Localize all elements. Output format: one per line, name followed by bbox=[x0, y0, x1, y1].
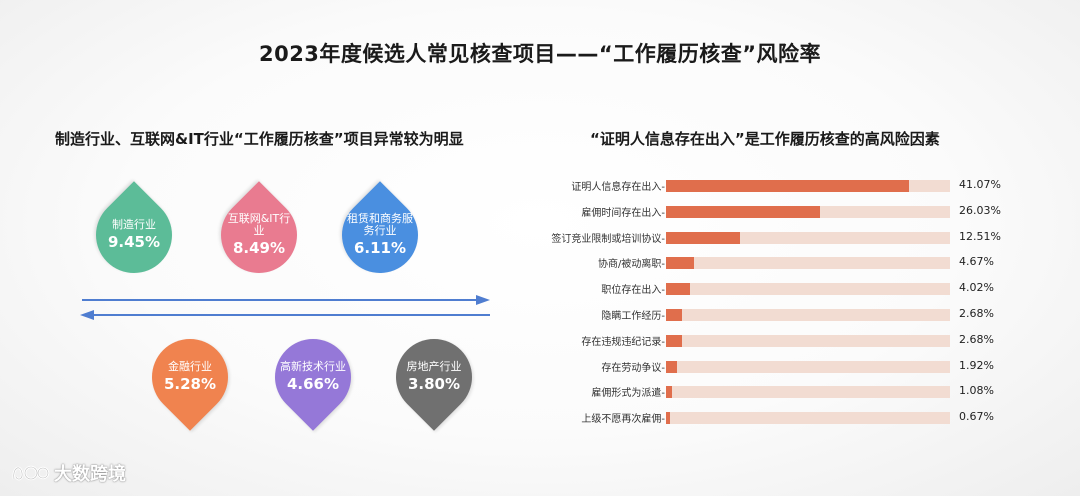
bar-track bbox=[666, 412, 950, 425]
value-label: 1.08% bbox=[959, 384, 994, 398]
industry-label: 房地产行业 bbox=[406, 360, 462, 374]
bar-row: 雇佣形式为派遣- 1.08% bbox=[540, 384, 1070, 400]
bar bbox=[666, 180, 909, 192]
value-label: 41.07% bbox=[959, 178, 1001, 191]
risk-factor-bar-chart: 证明人信息存在出入- 41.07% 雇佣时间存在出入- 26.03% 签订竞业限制或培训… bbox=[540, 178, 1070, 440]
bar-track bbox=[666, 334, 950, 347]
bar-row: 证明人信息存在出入- 41.07% bbox=[540, 178, 1070, 194]
bar-row: 协商/被动离职- 4.67% bbox=[540, 255, 1070, 271]
bar bbox=[666, 412, 670, 425]
category-label: 雇佣时间存在出入- bbox=[581, 207, 665, 219]
category-label: 协商/被动离职- bbox=[598, 259, 665, 271]
brand-logo: 大数跨境 bbox=[10, 460, 126, 486]
value-label: 12.51% bbox=[959, 229, 1001, 243]
industry-value: 4.66% bbox=[286, 374, 340, 393]
bar bbox=[666, 283, 690, 296]
industry-bubble-high-tech: 高新技术行业 4.66% bbox=[259, 323, 367, 431]
page-title: 2023年度候选人常见核查项目——“工作履历核查”风险率 bbox=[258, 42, 822, 66]
category-label: 隐瞒工作经历- bbox=[601, 311, 665, 322]
bar bbox=[666, 205, 820, 218]
left-arrow-icon bbox=[80, 310, 490, 320]
bar-track bbox=[666, 231, 950, 244]
bar-track bbox=[666, 360, 950, 373]
left-subtitle: 制造行业、互联网&IT行业“工作履历核查”项目异常较为明显 bbox=[55, 130, 464, 148]
bar-row: 上级不愿再次雇佣- 0.67% bbox=[540, 410, 1070, 426]
value-label: 1.92% bbox=[959, 358, 994, 372]
bar bbox=[666, 386, 673, 399]
industry-label: 金融行业 bbox=[168, 360, 212, 374]
bar-track bbox=[666, 386, 950, 399]
bar-row: 雇佣时间存在出入- 26.03% bbox=[540, 203, 1070, 220]
bar-row: 签订竞业限制或培训协议- 12.51% bbox=[540, 229, 1070, 246]
industry-value: 6.11% bbox=[353, 239, 407, 258]
bar-track bbox=[666, 283, 950, 296]
bar-track bbox=[666, 309, 950, 321]
value-label: 2.68% bbox=[959, 332, 994, 346]
bar bbox=[666, 360, 678, 373]
category-label: 存在违规违纪记录- bbox=[581, 336, 665, 348]
bar-track bbox=[666, 257, 950, 270]
bar bbox=[666, 231, 741, 244]
industry-label: 高新技术行业 bbox=[280, 360, 346, 374]
bar-track bbox=[666, 180, 950, 192]
industry-value: 9.45% bbox=[107, 232, 161, 251]
bar-row: 隐瞒工作经历- 2.68% bbox=[540, 307, 1070, 323]
industry-bubble-manufacturing: 制造行业 9.45% bbox=[80, 181, 188, 289]
category-label: 雇佣形式为派遣- bbox=[591, 388, 665, 400]
bar-row: 存在违规违纪记录- 2.68% bbox=[540, 332, 1070, 349]
industry-bubble-leasing-business: 租赁和商务服务行业 6.11% bbox=[326, 181, 434, 289]
logo-text: 大数跨境 bbox=[54, 464, 126, 485]
category-label: 上级不愿再次雇佣- bbox=[581, 414, 665, 426]
value-label: 4.02% bbox=[959, 281, 994, 295]
industry-bubble-internet-it: 互联网&IT行业 8.49% bbox=[205, 181, 313, 289]
industry-bubble-real-estate: 房地产行业 3.80% bbox=[380, 323, 488, 431]
industry-label: 互联网&IT行业 bbox=[227, 211, 291, 238]
category-label: 签订竞业限制或培训协议- bbox=[551, 233, 665, 245]
industry-value: 5.28% bbox=[163, 374, 217, 393]
category-label: 职位存在出入- bbox=[601, 285, 665, 297]
bar bbox=[666, 309, 682, 321]
value-label: 4.67% bbox=[959, 255, 994, 269]
industry-label: 租赁和商务服务行业 bbox=[347, 211, 413, 238]
industry-value: 8.49% bbox=[232, 239, 286, 258]
industry-value: 3.80% bbox=[407, 374, 461, 393]
right-subtitle: “证明人信息存在出入”是工作履历核查的高风险因素 bbox=[590, 130, 940, 148]
category-label: 证明人信息存在出入- bbox=[571, 182, 665, 193]
industry-label: 制造行业 bbox=[112, 218, 156, 232]
bar bbox=[666, 334, 682, 347]
bar-row: 存在劳动争议- 1.92% bbox=[540, 358, 1070, 375]
bar-track bbox=[666, 205, 950, 218]
category-label: 存在劳动争议- bbox=[601, 362, 665, 374]
value-label: 2.68% bbox=[959, 307, 994, 320]
value-label: 26.03% bbox=[959, 203, 1001, 217]
value-label: 0.67% bbox=[959, 410, 994, 424]
bar-row: 职位存在出入- 4.02% bbox=[540, 281, 1070, 297]
logo-mark-icon bbox=[12, 465, 50, 481]
industry-bubble-finance: 金融行业 5.28% bbox=[136, 323, 244, 431]
right-arrow-icon bbox=[82, 295, 490, 305]
bar bbox=[666, 257, 694, 270]
